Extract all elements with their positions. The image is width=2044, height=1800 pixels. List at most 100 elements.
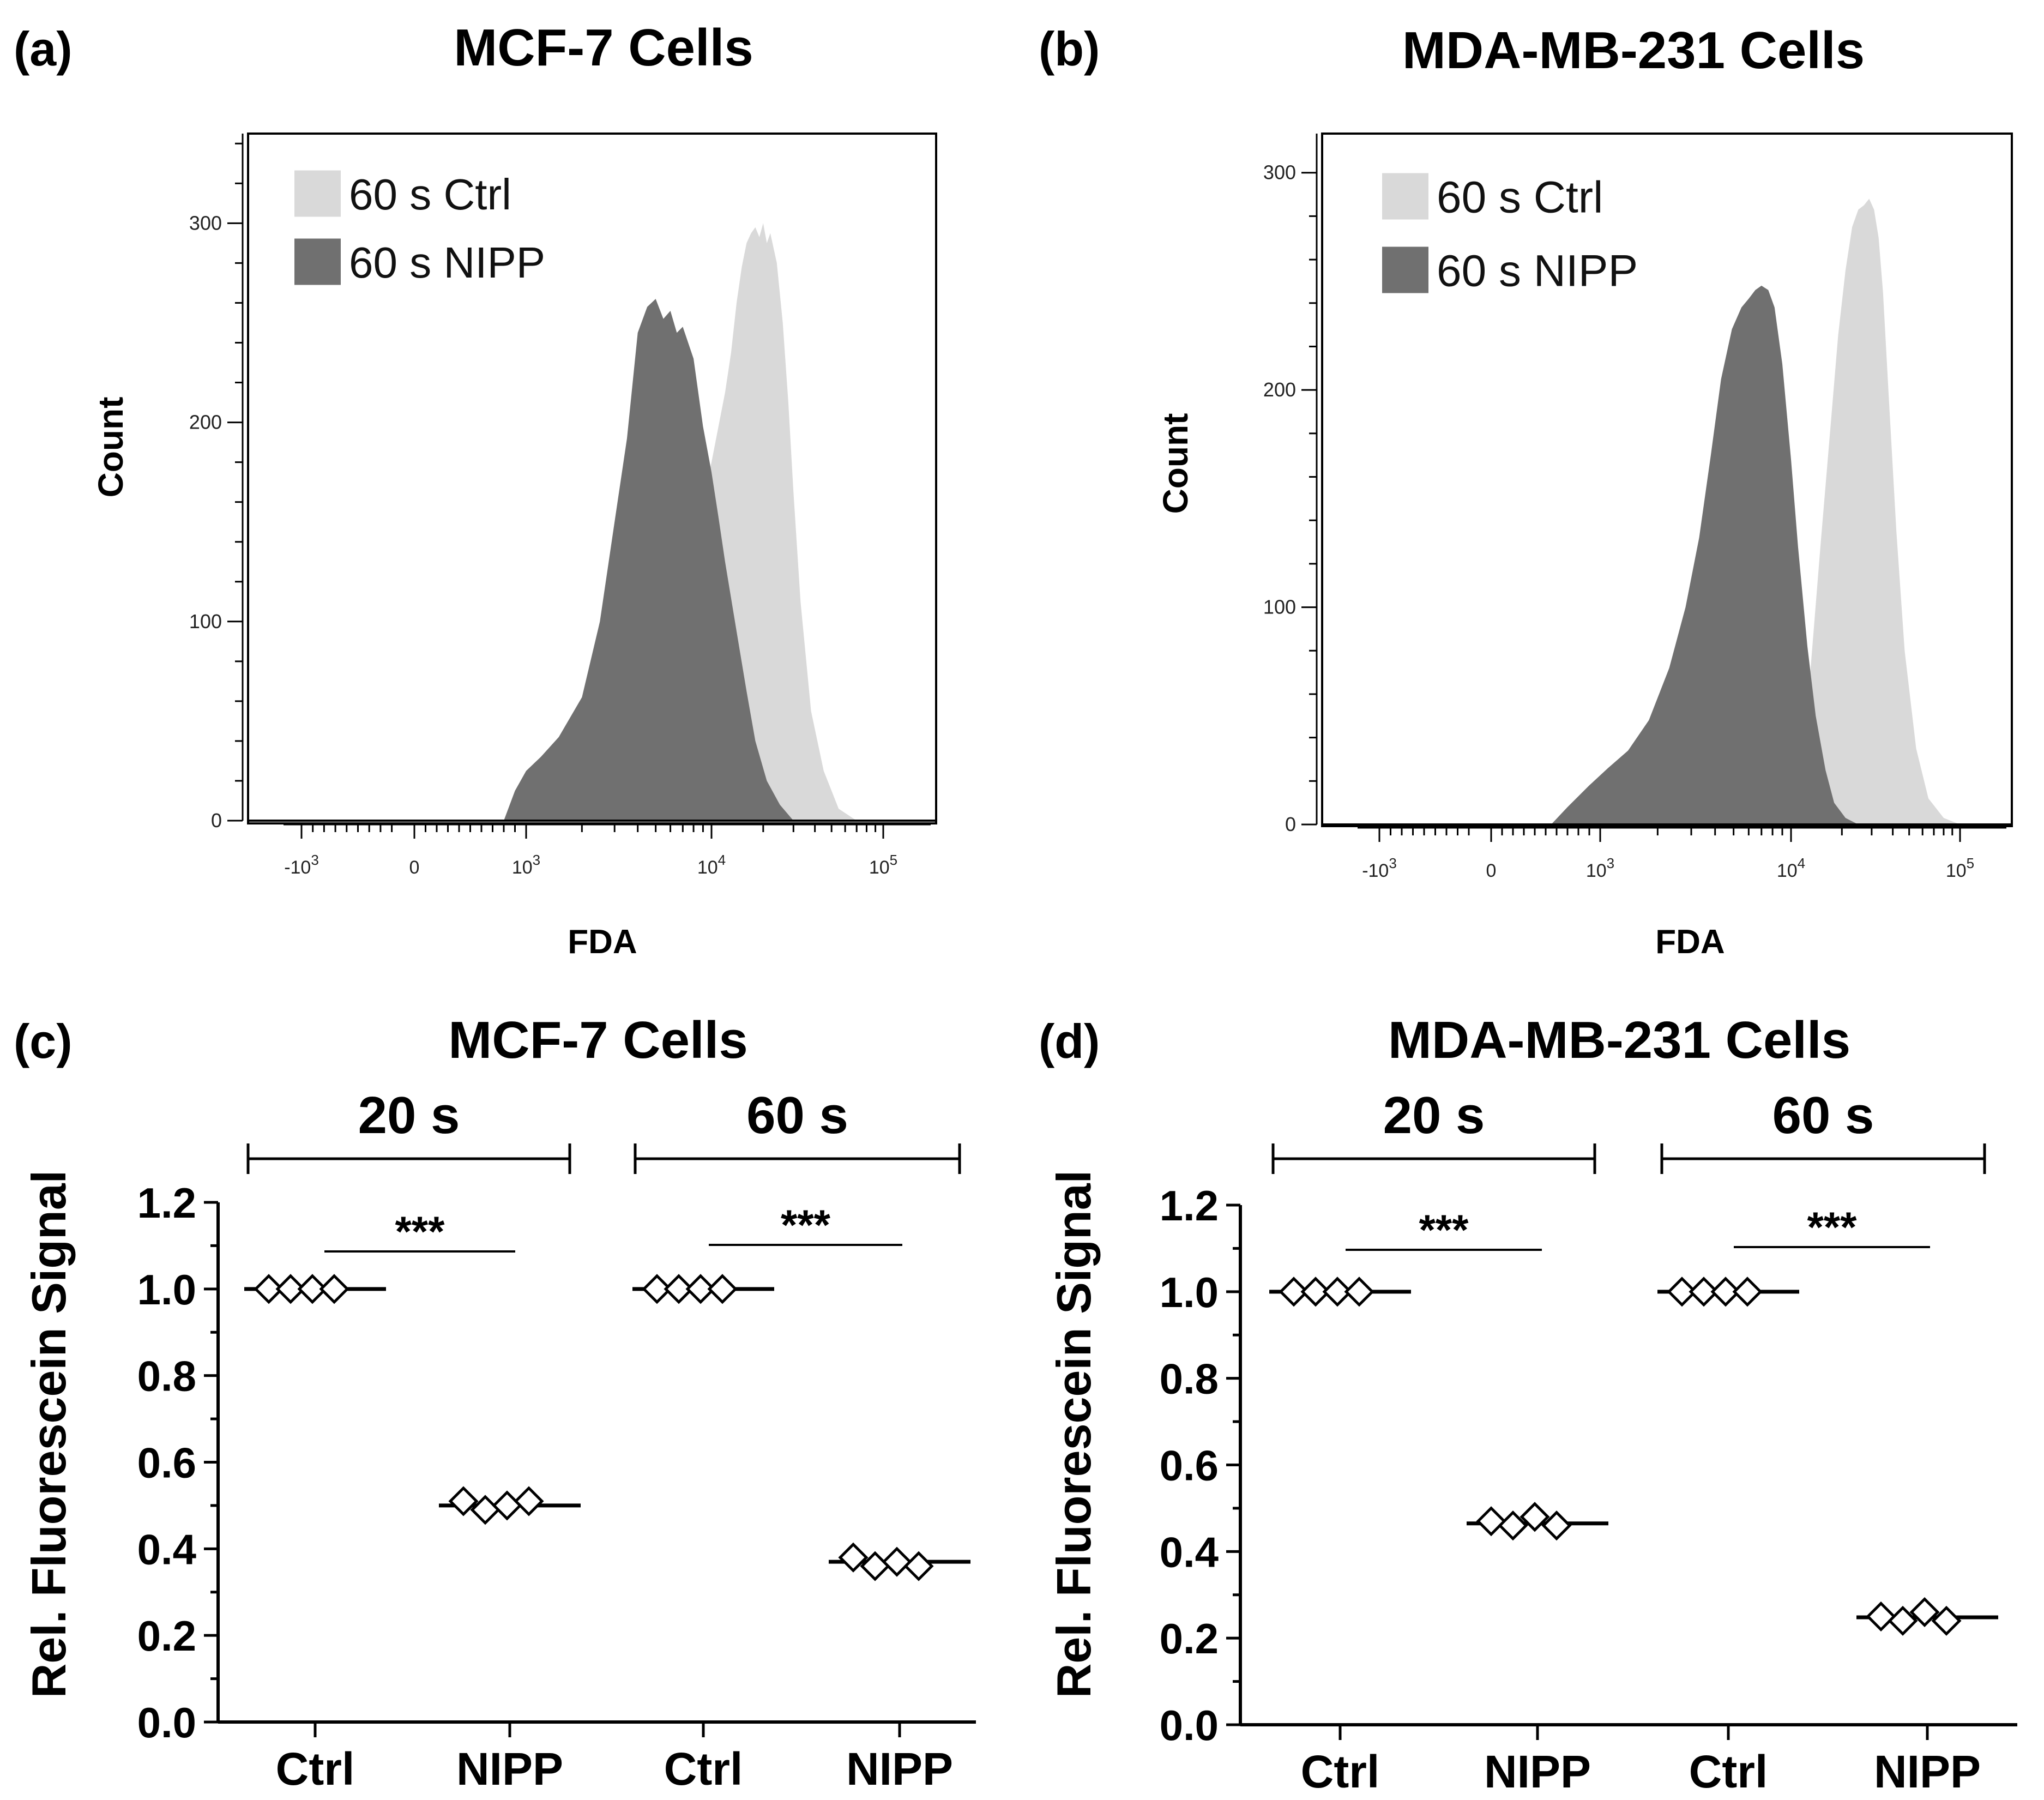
dotplot-d-y-tick-label: 0.6	[1160, 1442, 1219, 1490]
dotplot-d-x-tick-label: NIPP	[1874, 1746, 1981, 1797]
panel-c: (c) MCF-7 Cells 20 s 60 s 0.0 0.2 0.4 0.6 0.8…	[14, 1011, 976, 1795]
histogram-b-legend-label-nipp: 60 s NIPP	[1437, 246, 1638, 296]
dotplot-c-x-tick-label: Ctrl	[276, 1743, 355, 1795]
panel-c-letter: (c)	[14, 1014, 73, 1068]
histogram-a-legend-label-ctrl: 60 s Ctrl	[349, 170, 511, 219]
dotplot-d-x-tick-label: Ctrl	[1301, 1746, 1380, 1797]
dotplot-d-x-tick-label: NIPP	[1484, 1746, 1591, 1797]
dotplot-d-data-point	[1710, 1277, 1741, 1307]
histogram-b-y-tick-label: 300	[1263, 161, 1296, 184]
dotplot-d-data-point	[1689, 1277, 1719, 1307]
dotplot-d-data-point	[1344, 1277, 1374, 1307]
histogram-b-legend-label-ctrl: 60 s Ctrl	[1437, 173, 1603, 222]
dotplot-d-data-point	[1909, 1597, 1940, 1628]
dotplot-c-data-point	[492, 1490, 522, 1521]
dotplot-d-significance-label: ***	[1807, 1203, 1857, 1251]
dotplot-d-data-point	[1541, 1510, 1572, 1541]
panel-b-title: MDA-MB-231 Cells	[1402, 21, 1865, 80]
dotplot-d-significance: *** ***	[1346, 1203, 1930, 1254]
dotplot-c-y-tick-label: 1.0	[137, 1266, 196, 1314]
dotplot-d-group-label: 60 s	[1772, 1086, 1874, 1145]
histogram-a-x-axis: -103 0 103 104 105	[284, 823, 931, 878]
dotplot-c-data-point	[685, 1274, 716, 1304]
dotplot-c-group-label: 60 s	[746, 1086, 848, 1145]
dotplot-c-y-tick-label: 0.8	[137, 1352, 196, 1400]
histogram-a-legend-label-nipp: 60 s NIPP	[349, 238, 545, 287]
dotplot-d-data-point	[1866, 1601, 1896, 1632]
dotplot-d-y-tick-label: 1.2	[1160, 1182, 1219, 1230]
histogram-a-x-tick-label: 105	[869, 852, 897, 878]
histogram-a-y-tick-label: 200	[189, 411, 222, 434]
histogram-b-y-tick-label: 0	[1285, 813, 1296, 835]
dotplot-c-y-tick-label: 0.4	[137, 1525, 196, 1573]
dotplot-d-data-point	[1300, 1277, 1331, 1307]
panel-d-title: MDA-MB-231 Cells	[1388, 1011, 1850, 1069]
histogram-a-legend-swatch-ctrl	[294, 170, 341, 217]
dotplot-c-significance-label: ***	[395, 1207, 445, 1255]
dotplot-c-data-point	[297, 1274, 328, 1304]
histogram-a-x-label: FDA	[568, 923, 637, 961]
dotplot-d-data-point	[1476, 1506, 1506, 1537]
histogram-b-x-tick-label: 105	[1946, 855, 1974, 881]
panel-a: (a) MCF-7 Cells -103 0 103 104 105 0 100 200 30…	[14, 19, 937, 961]
panel-b-letter: (b)	[1039, 22, 1100, 76]
dotplot-d-y-tick-label: 1.0	[1160, 1268, 1219, 1316]
dotplot-c-y-tick-label: 0.2	[137, 1612, 196, 1660]
histogram-b-legend-swatch-nipp	[1382, 246, 1428, 293]
dotplot-d-data-point	[1498, 1510, 1528, 1541]
dotplot-d-y-tick-label: 0.4	[1160, 1528, 1219, 1576]
dotplot-c-data-point	[664, 1274, 694, 1304]
dotplot-c-y-tick-label: 0.0	[137, 1699, 196, 1747]
dotplot-d-data-point	[1279, 1277, 1309, 1307]
dotplot-d-y-tick-label: 0.0	[1160, 1701, 1219, 1749]
histogram-a-y-axis: 0 100 200 300	[189, 134, 244, 832]
dotplot-c-points	[244, 1274, 970, 1581]
dotplot-d-y-label: Rel. Fluorescein Signal	[1047, 1170, 1101, 1698]
dotplot-d-data-point	[1931, 1605, 1962, 1636]
panel-d: (d) MDA-MB-231 Cells 20 s 60 s 0.00.20.40…	[1039, 1011, 2017, 1797]
dotplot-d-x-axis: Ctrl NIPP Ctrl NIPP	[1240, 1723, 2017, 1797]
histogram-b-y-label: Count	[1156, 413, 1195, 514]
dotplot-c-data-point	[882, 1546, 912, 1577]
dotplot-d-group-brackets: 20 s 60 s	[1271, 1086, 1986, 1174]
dotplot-d-group-label: 20 s	[1383, 1086, 1485, 1145]
panel-c-title: MCF-7 Cells	[448, 1011, 747, 1069]
dotplot-d-x-tick-label: Ctrl	[1689, 1746, 1768, 1797]
dotplot-d-y-axis: 0.0 0.2 0.4 0.6 0.8 1.0 1.2	[1160, 1182, 1242, 1749]
dotplot-c-data-point	[707, 1274, 738, 1304]
histogram-b-series-ctrl-area	[1782, 198, 1960, 824]
dotplot-c-y-label: Rel. Fluorescein Signal	[22, 1170, 76, 1698]
histogram-b-x-label: FDA	[1655, 923, 1725, 961]
histogram-b-series-nipp-area	[1551, 285, 1859, 824]
dotplot-c-x-axis: Ctrl NIPP Ctrl NIPP	[218, 1720, 976, 1795]
dotplot-d-data-point	[1888, 1605, 1918, 1636]
histogram-b-legend-swatch-ctrl	[1382, 173, 1428, 220]
panel-a-title: MCF-7 Cells	[454, 19, 753, 77]
histogram-b-legend: 60 s Ctrl 60 s NIPP	[1382, 173, 1638, 296]
histogram-a-series-ctrl-area	[600, 223, 857, 821]
dotplot-d-data-point	[1667, 1277, 1697, 1307]
dotplot-c-significance-label: ***	[781, 1201, 831, 1249]
dotplot-c-group-label: 20 s	[358, 1086, 460, 1145]
dotplot-c-y-tick-label: 1.2	[137, 1179, 196, 1227]
dotplot-d: 20 s 60 s 0.00.20.40.60.81.01.2 Ctrl NIPP C…	[1047, 1086, 2017, 1797]
dotplot-c-data-point	[838, 1542, 869, 1573]
dotplot-c-data-point	[319, 1274, 349, 1304]
histogram-a-legend: 60 s Ctrl 60 s NIPP	[294, 170, 545, 287]
histogram-a-frame	[247, 133, 937, 824]
histogram-a-y-label: Count	[91, 397, 130, 498]
dotplot-d-points	[1269, 1277, 1998, 1636]
histogram-b-y-axis: 0 100 200 300	[1263, 134, 1318, 835]
histogram-a-y-tick-label: 0	[211, 809, 222, 832]
panel-a-letter: (a)	[14, 22, 73, 76]
histogram-a-x-tick-label: 0	[409, 857, 420, 878]
histogram-b-y-tick-label: 100	[1263, 596, 1296, 618]
dotplot-c-y-tick-label: 0.6	[137, 1439, 196, 1487]
panel-d-letter: (d)	[1039, 1014, 1100, 1068]
histogram-b-x-tick-label: 0	[1486, 860, 1497, 881]
dotplot-d-significance-label: ***	[1419, 1206, 1469, 1254]
histogram-a-x-tick-label: 103	[512, 852, 540, 878]
